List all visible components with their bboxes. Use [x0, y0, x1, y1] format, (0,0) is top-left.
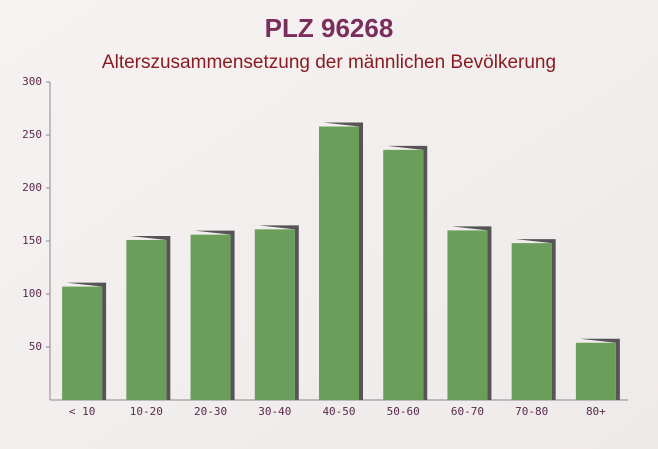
- y-tick-label: 50: [29, 340, 42, 353]
- y-tick-label: 200: [22, 181, 42, 194]
- bar: [511, 243, 552, 400]
- x-tick-label: < 10: [69, 405, 96, 418]
- bar-shadow: [515, 239, 556, 400]
- bar: [447, 230, 488, 400]
- bar: [62, 286, 103, 400]
- bar: [575, 342, 616, 400]
- x-tick-label: 50-60: [387, 405, 420, 418]
- x-tick-label: 40-50: [322, 405, 355, 418]
- x-tick-label: 80+: [586, 405, 606, 418]
- bar: [383, 149, 424, 400]
- x-tick-label: 70-80: [515, 405, 548, 418]
- y-tick-label: 250: [22, 128, 42, 141]
- chart-title: PLZ 96268: [265, 13, 394, 43]
- x-tick-label: 10-20: [130, 405, 163, 418]
- x-tick-label: 30-40: [258, 405, 291, 418]
- bar: [126, 239, 167, 400]
- y-tick-label: 100: [22, 287, 42, 300]
- bar: [190, 234, 231, 400]
- x-tick-label: 60-70: [451, 405, 484, 418]
- bar: [254, 229, 295, 400]
- y-tick-label: 150: [22, 234, 42, 247]
- x-tick-label: 20-30: [194, 405, 227, 418]
- y-tick-label: 300: [22, 75, 42, 88]
- bar: [319, 126, 359, 401]
- chart-subtitle: Alterszusammensetzung der männlichen Bev…: [102, 52, 556, 73]
